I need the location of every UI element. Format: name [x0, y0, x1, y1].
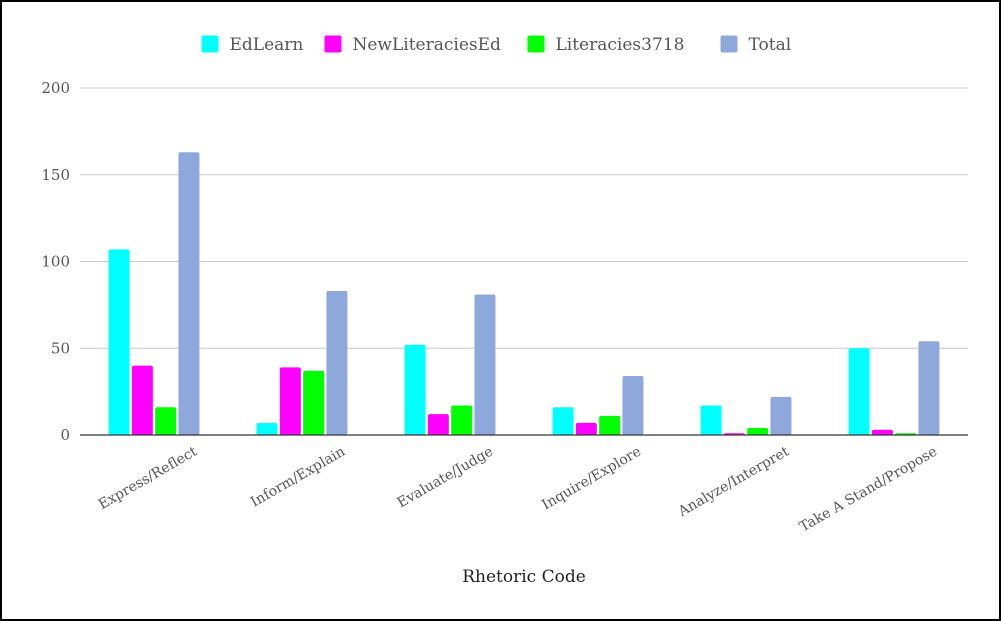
bar: [871, 429, 893, 435]
x-category-label: Analyze/Interpret: [675, 443, 792, 520]
x-category-label: Inform/Explain: [248, 444, 348, 511]
y-tick-label: 200: [41, 79, 70, 97]
legend-label: EdLearn: [230, 35, 304, 55]
legend-swatch: [201, 35, 219, 53]
x-axis-title: Rhetoric Code: [462, 567, 586, 587]
bar: [599, 415, 621, 435]
bars: [108, 152, 940, 435]
bar: [279, 367, 301, 435]
legend-swatch: [720, 35, 738, 53]
bar: [474, 294, 496, 435]
legend-label: NewLiteraciesEd: [353, 35, 502, 55]
y-tick-label: 150: [41, 166, 70, 184]
x-category-label: Evaluate/Judge: [395, 444, 496, 512]
bar: [700, 405, 722, 435]
bar: [747, 428, 769, 435]
bar: [918, 341, 940, 435]
bar: [575, 422, 597, 435]
gridlines: [80, 87, 968, 349]
x-category-label: Express/Reflect: [96, 443, 201, 513]
bar: [451, 405, 473, 435]
legend: EdLearn NewLiteraciesEd Literacies3718 Tota…: [201, 35, 792, 55]
bar: [326, 290, 348, 435]
y-tick-label: 0: [60, 426, 70, 444]
x-category-label: Inquire/Explore: [539, 444, 644, 514]
bar: [427, 414, 449, 435]
y-tick-label: 50: [51, 339, 70, 357]
x-category-label: Take A Stand/Propose: [797, 444, 940, 536]
x-axis-categories: Express/Reflect Inform/Explain Evaluate/Ju…: [96, 443, 940, 535]
bar: [131, 365, 153, 435]
legend-swatch: [324, 35, 342, 53]
bar: [108, 249, 130, 435]
bar: [770, 396, 792, 435]
bar: [178, 152, 200, 435]
legend-swatch: [527, 35, 545, 53]
bar: [622, 376, 644, 435]
y-axis-ticks: 0 50 100 150 200: [41, 79, 70, 444]
bar: [155, 407, 177, 435]
bar: [404, 344, 426, 435]
bar: [256, 422, 278, 435]
bar: [303, 370, 325, 435]
legend-label: Literacies3718: [556, 35, 685, 55]
bar: [552, 407, 574, 435]
y-tick-label: 100: [41, 253, 70, 271]
bar: [848, 348, 870, 435]
legend-label: Total: [749, 35, 792, 55]
